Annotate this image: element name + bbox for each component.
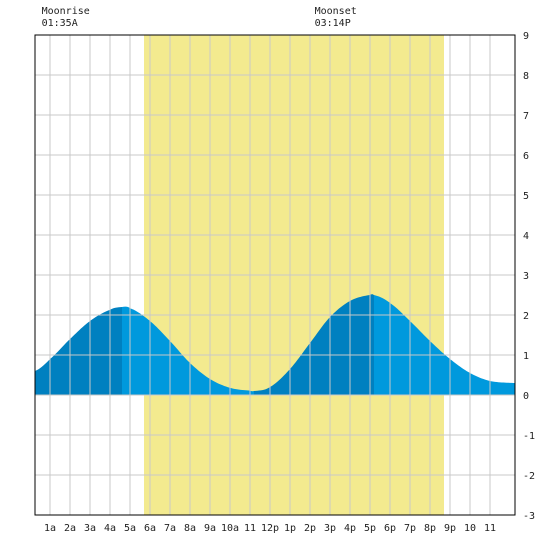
x-tick-label: 5p: [364, 523, 376, 534]
y-tick-label: 7: [523, 111, 529, 122]
y-tick-label: 3: [523, 271, 529, 282]
y-tick-label: -3: [523, 511, 535, 522]
moonset-label: Moonset: [314, 6, 357, 17]
x-tick-label: 9a: [204, 523, 216, 534]
x-tick-label: 10: [464, 523, 476, 534]
x-tick-label: 3a: [84, 523, 96, 534]
y-tick-label: 0: [523, 391, 529, 402]
x-tick-label: 12p: [261, 523, 279, 534]
y-tick-label: 1: [523, 351, 529, 362]
moonrise-annotation: Moonrise 01:35A: [42, 6, 90, 30]
plot-frame: [34, 34, 516, 516]
y-tick-label: 4: [523, 231, 529, 242]
moonset-annotation: Moonset 03:14P: [315, 6, 357, 30]
x-tick-label: 11: [244, 523, 256, 534]
x-tick-label: 9p: [444, 523, 456, 534]
y-tick-label: 9: [523, 31, 529, 42]
moonrise-time: 01:35A: [41, 18, 78, 29]
x-tick-label: 1a: [44, 523, 56, 534]
y-tick-label: 5: [523, 191, 529, 202]
x-tick-label: 11: [484, 523, 496, 534]
tide-rising-area: [35, 307, 122, 395]
moonset-time: 03:14P: [314, 18, 351, 29]
y-tick-label: 8: [523, 71, 529, 82]
x-tick-label: 6p: [384, 523, 396, 534]
x-tick-label: 10a: [221, 523, 239, 534]
x-tick-label: 4a: [104, 523, 116, 534]
moonrise-label: Moonrise: [41, 6, 90, 17]
x-tick-label: 2p: [304, 523, 316, 534]
tide-falling-area: [374, 295, 515, 395]
x-tick-label: 1p: [284, 523, 296, 534]
y-tick-label: -2: [523, 471, 535, 482]
grid-layer: [35, 34, 515, 516]
tide-rising-area: [254, 294, 374, 395]
x-tick-label: 2a: [64, 523, 76, 534]
x-tick-label: 5a: [124, 523, 136, 534]
x-tick-label: 3p: [324, 523, 336, 534]
y-tick-label: -1: [523, 431, 535, 442]
x-tick-label: 8a: [184, 523, 196, 534]
x-tick-label: 6a: [144, 523, 156, 534]
tide-falling-area: [122, 306, 254, 395]
y-tick-label: 6: [523, 151, 529, 162]
x-tick-label: 8p: [424, 523, 436, 534]
tick-label-layer: 1a 2a 3a 4a 5a 6a 7a 8a 9a 10a 11 12p 1p 2p 3p 4p 5p 6p 7p…: [44, 31, 535, 534]
x-tick-label: 7p: [404, 523, 416, 534]
y-tick-label: 2: [523, 311, 529, 322]
x-tick-label: 7a: [164, 523, 176, 534]
tide-area-layer: [35, 294, 515, 395]
x-tick-label: 4p: [344, 523, 356, 534]
